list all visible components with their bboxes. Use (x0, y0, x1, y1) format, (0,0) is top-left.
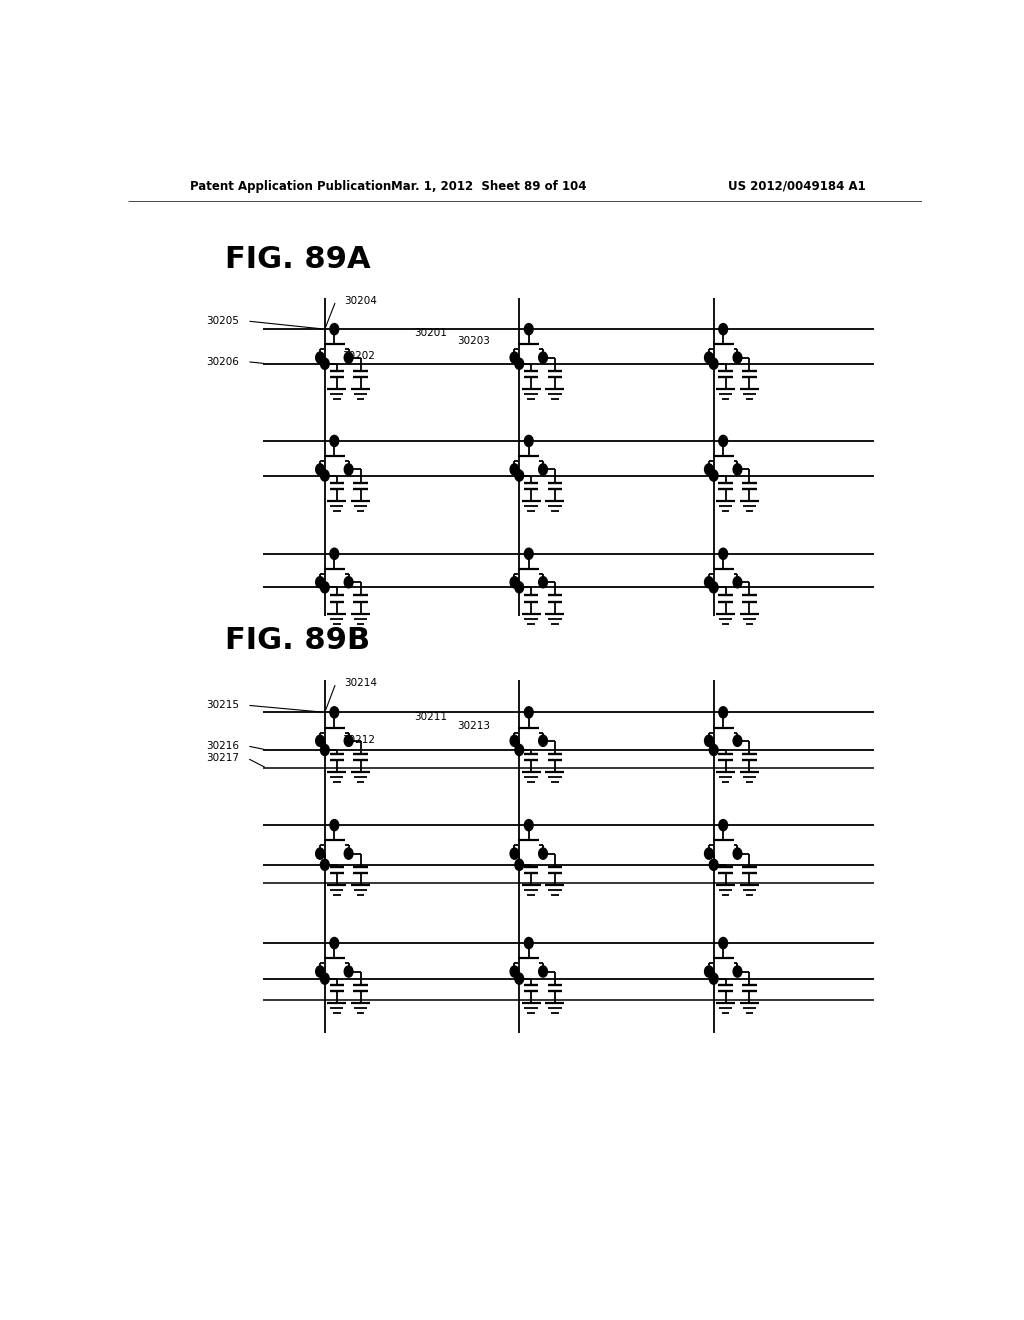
Circle shape (539, 966, 548, 977)
Circle shape (330, 436, 339, 446)
Circle shape (315, 577, 325, 587)
Text: 30202: 30202 (342, 351, 375, 360)
Circle shape (510, 463, 519, 475)
Circle shape (710, 973, 718, 985)
Circle shape (344, 966, 353, 977)
Circle shape (539, 463, 548, 475)
Circle shape (321, 859, 329, 870)
Circle shape (321, 470, 329, 480)
Circle shape (705, 577, 714, 587)
Circle shape (344, 352, 353, 363)
Circle shape (524, 323, 534, 335)
Circle shape (539, 735, 548, 746)
Circle shape (515, 744, 523, 755)
Circle shape (315, 966, 325, 977)
Circle shape (733, 847, 741, 859)
Circle shape (515, 470, 523, 480)
Circle shape (510, 577, 519, 587)
Text: US 2012/0049184 A1: US 2012/0049184 A1 (728, 180, 866, 193)
Circle shape (719, 820, 728, 830)
Text: 30215: 30215 (206, 700, 240, 710)
Text: 30213: 30213 (458, 721, 490, 730)
Text: 30217: 30217 (206, 754, 240, 763)
Circle shape (344, 735, 353, 746)
Text: FIG. 89A: FIG. 89A (225, 244, 371, 273)
Circle shape (510, 735, 519, 746)
Circle shape (344, 463, 353, 475)
Circle shape (321, 973, 329, 985)
Circle shape (321, 582, 329, 593)
Circle shape (733, 577, 741, 587)
Circle shape (344, 847, 353, 859)
Text: Patent Application Publication: Patent Application Publication (189, 180, 391, 193)
Circle shape (315, 463, 325, 475)
Circle shape (719, 937, 728, 949)
Circle shape (719, 706, 728, 718)
Circle shape (515, 859, 523, 870)
Text: 30204: 30204 (344, 296, 377, 306)
Circle shape (315, 352, 325, 363)
Circle shape (710, 470, 718, 480)
Circle shape (733, 463, 741, 475)
Circle shape (330, 706, 339, 718)
Text: 30211: 30211 (414, 713, 446, 722)
Circle shape (524, 548, 534, 560)
Circle shape (705, 735, 714, 746)
Circle shape (733, 966, 741, 977)
Circle shape (330, 323, 339, 335)
Circle shape (705, 966, 714, 977)
Circle shape (515, 358, 523, 370)
Circle shape (321, 358, 329, 370)
Circle shape (315, 735, 325, 746)
Circle shape (321, 744, 329, 755)
Text: 30214: 30214 (344, 678, 377, 688)
Circle shape (330, 820, 339, 830)
Circle shape (733, 735, 741, 746)
Circle shape (733, 352, 741, 363)
Circle shape (705, 352, 714, 363)
Circle shape (510, 847, 519, 859)
Circle shape (710, 859, 718, 870)
Circle shape (510, 966, 519, 977)
Circle shape (539, 352, 548, 363)
Circle shape (539, 847, 548, 859)
Circle shape (515, 973, 523, 985)
Circle shape (524, 706, 534, 718)
Text: 30203: 30203 (458, 337, 490, 346)
Circle shape (705, 463, 714, 475)
Circle shape (539, 577, 548, 587)
Circle shape (524, 436, 534, 446)
Circle shape (330, 548, 339, 560)
Text: 30206: 30206 (206, 356, 240, 367)
Circle shape (710, 744, 718, 755)
Circle shape (515, 582, 523, 593)
Text: Mar. 1, 2012  Sheet 89 of 104: Mar. 1, 2012 Sheet 89 of 104 (391, 180, 587, 193)
Text: 30205: 30205 (206, 315, 240, 326)
Circle shape (330, 937, 339, 949)
Circle shape (510, 352, 519, 363)
Circle shape (705, 847, 714, 859)
Circle shape (710, 582, 718, 593)
Text: 30212: 30212 (342, 735, 375, 744)
Circle shape (719, 323, 728, 335)
Circle shape (719, 436, 728, 446)
Circle shape (524, 937, 534, 949)
Circle shape (719, 548, 728, 560)
Circle shape (344, 577, 353, 587)
Circle shape (315, 847, 325, 859)
Text: 30216: 30216 (206, 741, 240, 751)
Text: FIG. 89B: FIG. 89B (225, 626, 370, 655)
Circle shape (524, 820, 534, 830)
Circle shape (710, 358, 718, 370)
Text: 30201: 30201 (414, 329, 446, 338)
